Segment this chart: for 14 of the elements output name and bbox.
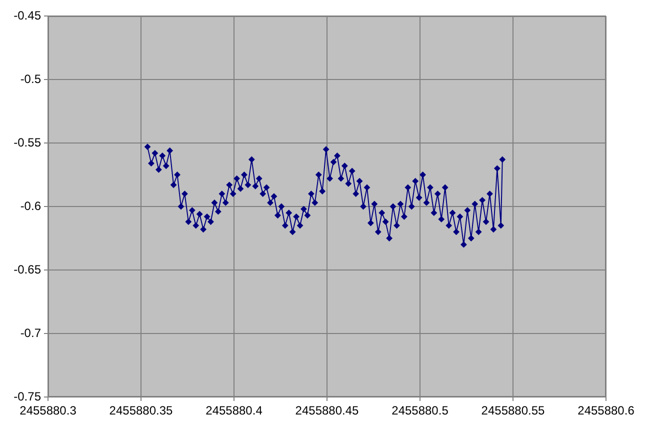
x-tick-label: 2455880.35	[109, 404, 174, 418]
y-tick-label: -0.5	[20, 72, 42, 86]
x-tick-label: 2455880.3	[20, 404, 77, 418]
y-tick-label: -0.55	[14, 135, 42, 150]
y-tick-label: -0.6	[20, 198, 42, 213]
y-tick-label: -0.75	[14, 389, 42, 404]
x-tick-label: 2455880.45	[295, 404, 360, 418]
y-tick-label: -0.65	[14, 262, 42, 276]
y-tick-label: -0.45	[14, 8, 42, 22]
x-tick-label: 2455880.55	[481, 404, 546, 418]
x-tick-label: 2455880.5	[392, 404, 449, 418]
x-tick-label: 2455880.6	[578, 404, 635, 418]
x-tick-label: 2455880.4	[206, 404, 263, 418]
y-tick-label: -0.7	[20, 326, 42, 340]
